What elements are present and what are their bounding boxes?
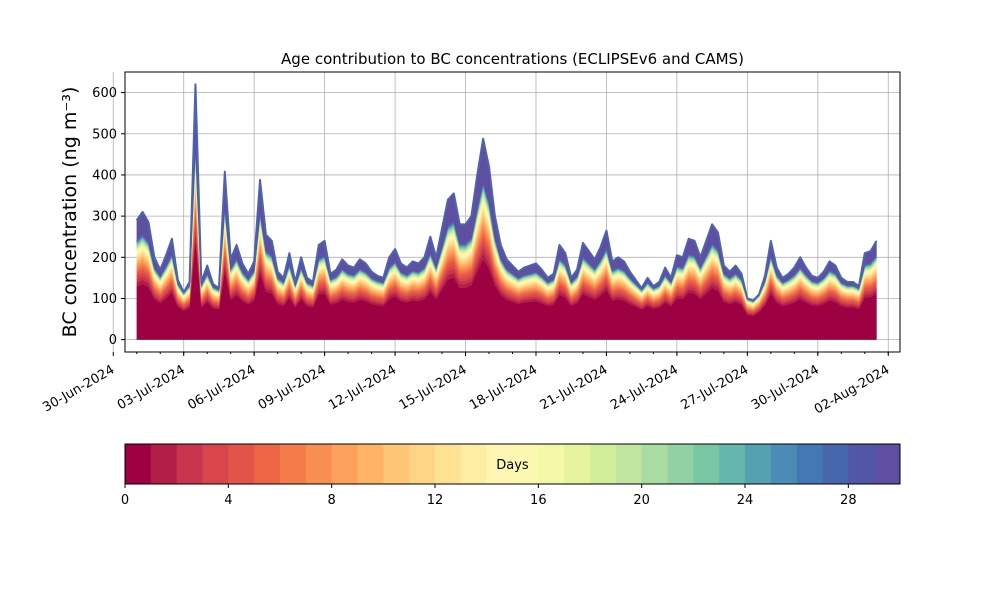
colorbar-tick-label: 12 xyxy=(427,493,444,508)
x-tick-label: 09-Jul-2024 xyxy=(256,362,329,413)
y-tick-label: 500 xyxy=(92,127,117,142)
y-tick-label: 100 xyxy=(92,292,117,307)
colorbar-segment xyxy=(435,444,462,484)
x-tick-label: 06-Jul-2024 xyxy=(185,362,258,413)
colorbar-segment xyxy=(486,444,513,484)
colorbar-segment xyxy=(409,444,436,484)
colorbar-tick-label: 28 xyxy=(840,493,857,508)
colorbar-segment xyxy=(719,444,746,484)
colorbar-segment xyxy=(745,444,772,484)
colorbar-label: Days xyxy=(496,458,529,473)
colorbar-segment xyxy=(125,444,152,484)
colorbar-tick-label: 4 xyxy=(224,493,232,508)
colorbar-segment xyxy=(512,444,539,484)
y-tick-label: 200 xyxy=(92,251,117,266)
colorbar-segment xyxy=(331,444,358,484)
colorbar-segment xyxy=(254,444,281,484)
y-tick-label: 0 xyxy=(109,333,117,348)
colorbar xyxy=(124,443,901,485)
chart-title: Age contribution to BC concentrations (E… xyxy=(281,50,744,68)
colorbar-segment xyxy=(150,444,178,484)
y-axis: 0 100 200 300 400 500 600 xyxy=(92,86,125,348)
colorbar-segment xyxy=(693,444,720,484)
colorbar-tick-label: 24 xyxy=(737,493,754,508)
colorbar-segment xyxy=(280,444,307,484)
total-concentration-line xyxy=(135,83,878,302)
colorbar-segment xyxy=(538,444,565,484)
colorbar-segment xyxy=(460,444,488,484)
y-tick-label: 600 xyxy=(92,86,117,101)
x-tick-label: 03-Jul-2024 xyxy=(115,362,188,413)
colorbar-segment xyxy=(796,444,823,484)
colorbar-segment xyxy=(590,444,617,484)
colorbar-segment xyxy=(564,444,591,484)
y-axis-label: BC concentration (ng m⁻³) xyxy=(59,87,81,338)
x-tick-label: 02-Aug-2024 xyxy=(812,362,892,417)
area-bands xyxy=(136,84,877,340)
colorbar-segment xyxy=(383,444,410,484)
x-tick-label: 24-Jul-2024 xyxy=(608,362,681,413)
colorbar-segment xyxy=(202,444,229,484)
colorbar-segment xyxy=(615,444,643,484)
x-tick-label: 21-Jul-2024 xyxy=(538,362,611,413)
colorbar-ticks: 0 4 8 12 16 20 24 28 xyxy=(121,484,857,508)
x-tick-label: 27-Jul-2024 xyxy=(679,362,752,413)
y-tick-label: 300 xyxy=(92,210,117,225)
colorbar-segment xyxy=(848,444,875,484)
colorbar-tick-label: 16 xyxy=(530,493,547,508)
x-tick-label: 30-Jun-2024 xyxy=(40,362,117,415)
colorbar-segment xyxy=(228,444,255,484)
colorbar-segment xyxy=(641,444,668,484)
colorbar-segment xyxy=(822,444,849,484)
x-tick-label: 18-Jul-2024 xyxy=(467,362,540,413)
y-tick-label: 400 xyxy=(92,168,117,183)
colorbar-segment xyxy=(874,444,901,484)
colorbar-segment xyxy=(667,444,694,484)
colorbar-segment xyxy=(176,444,203,484)
colorbar-tick-label: 8 xyxy=(328,493,336,508)
colorbar-tick-label: 0 xyxy=(121,493,129,508)
x-tick-label: 30-Jul-2024 xyxy=(749,362,822,413)
colorbar-frame xyxy=(124,443,901,485)
colorbar-segment xyxy=(357,444,384,484)
x-tick-label: 15-Jul-2024 xyxy=(397,362,470,413)
colorbar-tick-label: 20 xyxy=(633,493,650,508)
colorbar-segment xyxy=(770,444,798,484)
colorbar-segment xyxy=(305,444,333,484)
x-axis: 30-Jun-202403-Jul-202406-Jul-202409-Jul-… xyxy=(40,352,892,418)
x-tick-label: 12-Jul-2024 xyxy=(326,362,399,413)
